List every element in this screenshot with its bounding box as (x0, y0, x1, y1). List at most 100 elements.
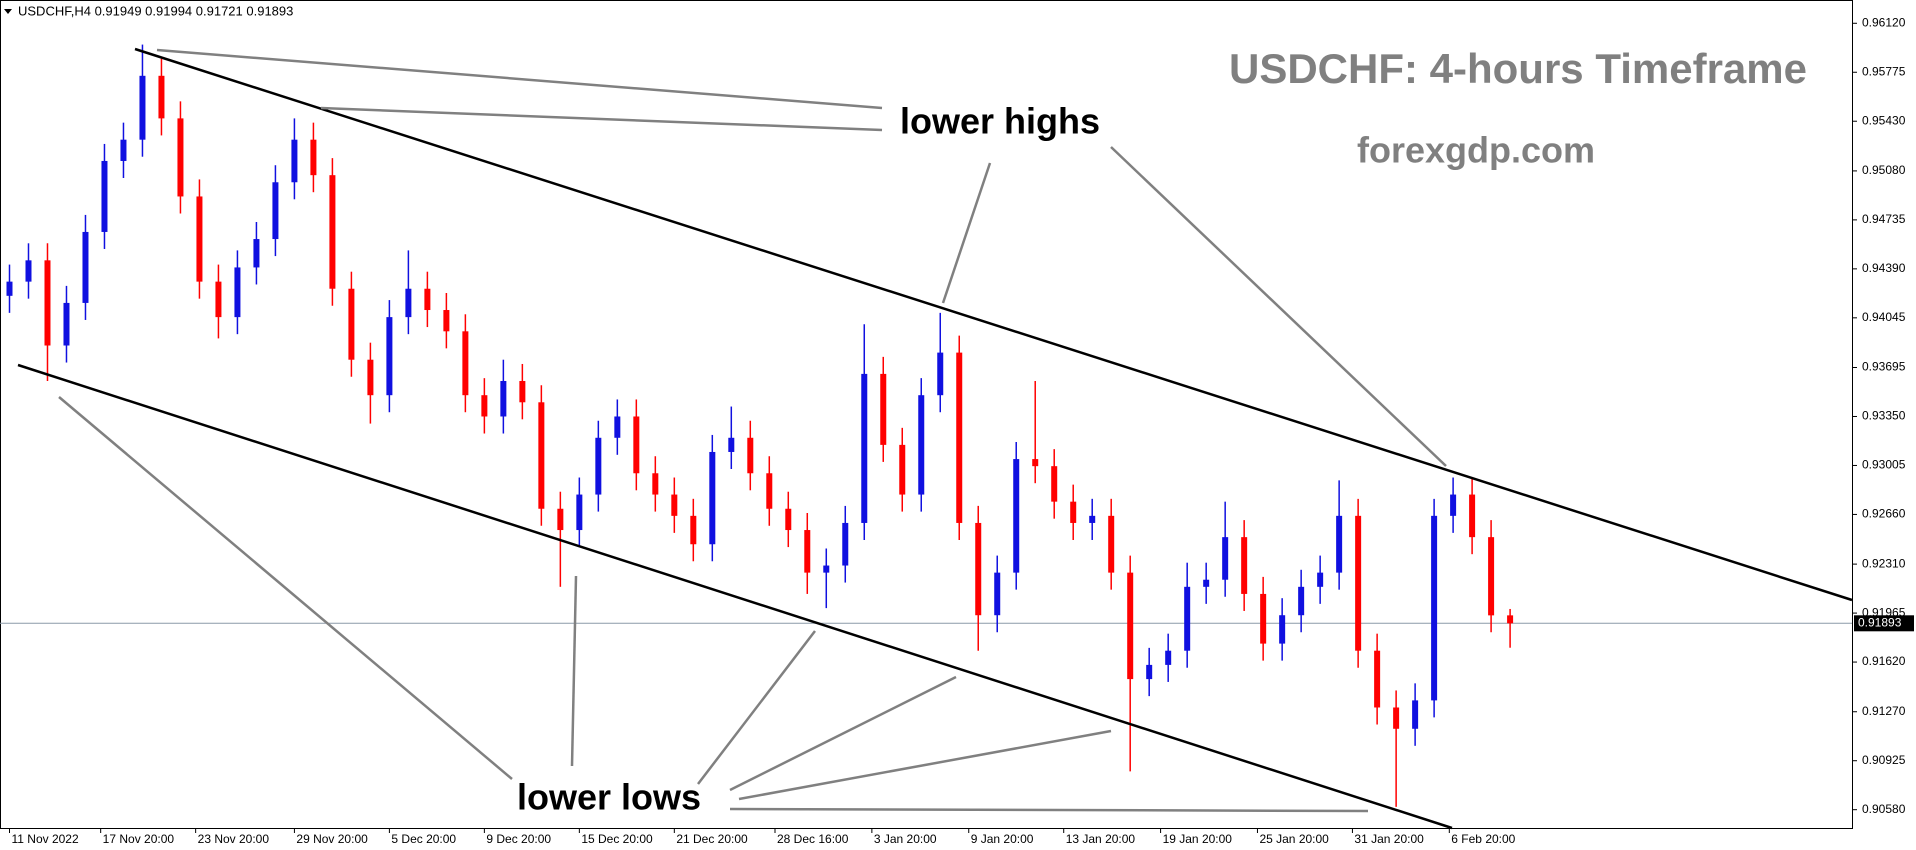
candle-body (158, 75, 165, 119)
pointer-line (697, 630, 816, 785)
candle-body (576, 494, 583, 531)
candle-body (861, 373, 868, 523)
y-tick-label: 0.95775 (1862, 64, 1906, 78)
candle-body (82, 231, 89, 303)
candle-body (443, 310, 450, 332)
candle-body (766, 473, 773, 509)
candle-body (1146, 664, 1153, 680)
y-tick-label: 0.93350 (1862, 409, 1906, 423)
x-tick-label: 25 Jan 20:00 (1259, 832, 1329, 846)
candle-body (101, 160, 108, 232)
header-icon (4, 9, 12, 14)
chart-header: USDCHF,H4 0.91949 0.91994 0.91721 0.9189… (18, 3, 293, 18)
upper-trendline (134, 47, 1853, 602)
candle-body (1336, 515, 1343, 573)
y-tick-label: 0.95430 (1862, 113, 1906, 127)
candle-body (1260, 593, 1267, 644)
candle-body (291, 139, 298, 183)
candle-body (462, 331, 469, 396)
candle-body (1488, 537, 1495, 616)
candle-body (918, 395, 925, 495)
candle-body (690, 515, 697, 545)
current-price-label: 0.91893 (1858, 615, 1902, 629)
x-tick-label: 17 Nov 20:00 (103, 832, 175, 846)
candle-body (1469, 494, 1476, 538)
candle-body (1070, 501, 1077, 523)
candle-body (1089, 515, 1096, 523)
candle-body (975, 522, 982, 616)
chart-title: USDCHF: 4-hours Timeframe (1229, 45, 1807, 92)
current-price-box (1854, 615, 1914, 632)
candle-body (310, 139, 317, 176)
pointer-line (941, 162, 992, 304)
candle-body (1412, 700, 1419, 729)
candle-body (899, 444, 906, 495)
candle-body (1013, 459, 1020, 573)
x-tick-label: 19 Jan 20:00 (1163, 832, 1233, 846)
x-tick-label: 21 Dec 20:00 (676, 832, 748, 846)
candle-body (1374, 650, 1381, 708)
x-tick-label: 11 Nov 2022 (11, 832, 78, 846)
candle-body (386, 317, 393, 396)
candle-body (652, 473, 659, 495)
y-tick-label: 0.91270 (1862, 704, 1906, 718)
candle-body (785, 508, 792, 531)
y-tick-label: 0.96120 (1862, 15, 1906, 29)
candle-body (728, 437, 735, 452)
candle-body (1222, 537, 1229, 580)
candle-body (234, 267, 241, 318)
candle-body (804, 530, 811, 573)
y-tick-label: 0.92310 (1862, 556, 1906, 570)
pointer-line (156, 48, 883, 110)
y-tick-label: 0.92660 (1862, 507, 1906, 521)
pointer-line (570, 575, 578, 767)
candle-body (1127, 572, 1134, 680)
candle-body (538, 402, 545, 509)
candle-body (1393, 707, 1400, 729)
y-tick-label: 0.93695 (1862, 360, 1906, 374)
candle-body (1317, 572, 1324, 587)
candle-body (614, 416, 621, 438)
chart-subtitle: forexgdp.com (1357, 130, 1595, 171)
x-tick-label: 9 Dec 20:00 (486, 832, 551, 846)
y-tick-label: 0.90925 (1862, 753, 1906, 767)
candle-body (6, 281, 13, 296)
candle-body (1355, 515, 1362, 651)
candle-body (1450, 494, 1457, 516)
annotation: lower highs (900, 101, 1100, 142)
x-tick-label: 3 Jan 20:00 (874, 832, 937, 846)
candle-body (1279, 615, 1286, 644)
candle-body (215, 281, 222, 318)
candle-body (405, 288, 412, 318)
y-tick-label: 0.95080 (1862, 163, 1906, 177)
x-tick-label: 6 Feb 20:00 (1451, 832, 1515, 846)
candle-body (120, 139, 127, 161)
candle-body (1165, 650, 1172, 665)
x-tick-label: 9 Jan 20:00 (971, 832, 1034, 846)
pointer-line (729, 807, 1369, 813)
candle-body (1298, 586, 1305, 616)
candle-body (139, 75, 146, 140)
candle-body (1051, 466, 1058, 502)
candle-body (63, 302, 70, 346)
candle-body (671, 494, 678, 516)
candle-body (272, 182, 279, 240)
candle-body (747, 437, 754, 474)
pointer-line (738, 729, 1112, 801)
candle-body (424, 288, 431, 311)
y-tick-label: 0.94045 (1862, 310, 1906, 324)
annotation: lower lows (517, 777, 701, 818)
annotation-lines (17, 47, 1853, 830)
candle-body (44, 260, 51, 346)
y-tick-label: 0.94735 (1862, 212, 1906, 226)
pointer-line (1110, 146, 1447, 467)
candle-body (994, 572, 1001, 616)
x-tick-label: 23 Nov 20:00 (198, 832, 270, 846)
x-tick-label: 28 Dec 16:00 (777, 832, 849, 846)
candle-body (196, 196, 203, 282)
candle-body (519, 380, 526, 403)
y-tick-label: 0.94390 (1862, 261, 1906, 275)
candle-body (937, 352, 944, 396)
pointer-line (320, 106, 883, 132)
candle-body (823, 565, 830, 573)
